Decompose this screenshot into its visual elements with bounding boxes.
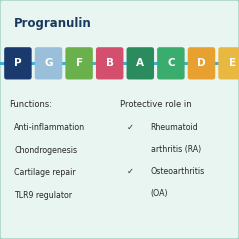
Text: (OA): (OA) bbox=[151, 189, 168, 198]
Text: ✓: ✓ bbox=[127, 123, 134, 132]
Text: Progranulin: Progranulin bbox=[14, 17, 92, 30]
FancyBboxPatch shape bbox=[157, 47, 185, 79]
Text: ✓: ✓ bbox=[127, 167, 134, 176]
Text: B: B bbox=[106, 58, 114, 68]
Text: Rheumatoid: Rheumatoid bbox=[151, 123, 198, 132]
Text: Anti-inflammation: Anti-inflammation bbox=[14, 123, 86, 132]
Text: C: C bbox=[167, 58, 175, 68]
Text: Cartilage repair: Cartilage repair bbox=[14, 168, 76, 178]
FancyBboxPatch shape bbox=[96, 47, 124, 79]
Text: A: A bbox=[136, 58, 144, 68]
FancyBboxPatch shape bbox=[127, 47, 154, 79]
FancyBboxPatch shape bbox=[188, 47, 215, 79]
Text: E: E bbox=[228, 58, 236, 68]
FancyBboxPatch shape bbox=[65, 47, 93, 79]
Text: D: D bbox=[197, 58, 206, 68]
FancyBboxPatch shape bbox=[35, 47, 62, 79]
FancyBboxPatch shape bbox=[4, 47, 32, 79]
Text: F: F bbox=[76, 58, 83, 68]
Text: G: G bbox=[44, 58, 53, 68]
Text: Protective role in: Protective role in bbox=[120, 100, 191, 109]
Text: P: P bbox=[14, 58, 22, 68]
Text: Osteoarthritis: Osteoarthritis bbox=[151, 167, 205, 176]
Text: Chondrogenesis: Chondrogenesis bbox=[14, 146, 77, 155]
Text: Functions:: Functions: bbox=[10, 100, 53, 109]
Text: TLR9 regulator: TLR9 regulator bbox=[14, 191, 72, 200]
FancyBboxPatch shape bbox=[218, 47, 239, 79]
Text: arthritis (RA): arthritis (RA) bbox=[151, 145, 201, 154]
